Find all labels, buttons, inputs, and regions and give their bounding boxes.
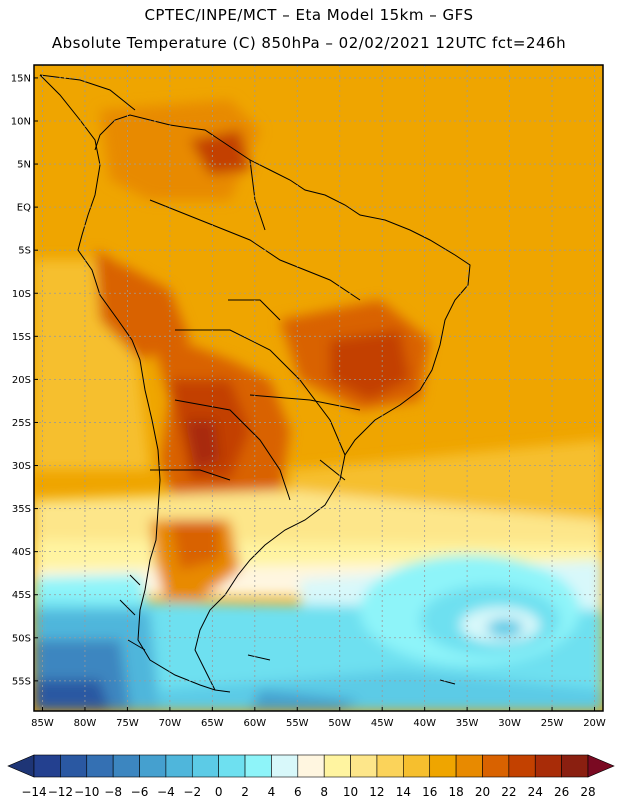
lon-tick-label: 70W bbox=[159, 718, 182, 729]
lat-tick-label: 20S bbox=[12, 375, 31, 386]
lon-tick-label: 80W bbox=[74, 718, 97, 729]
temperature-field bbox=[34, 65, 603, 711]
colorbar-low-cap bbox=[7, 754, 35, 778]
colorbar-label: 6 bbox=[294, 785, 302, 799]
colorbar-label: 12 bbox=[369, 785, 384, 799]
colorbar-label: 10 bbox=[343, 785, 358, 799]
colorbar-label: −8 bbox=[104, 785, 122, 799]
colorbar-label: 20 bbox=[475, 785, 490, 799]
chart-title-line1: CPTEC/INPE/MCT – Eta Model 15km – GFS bbox=[144, 6, 474, 24]
colorbar-swatch bbox=[376, 754, 404, 778]
colorbar-labels: −14 −12 −10 −8 −6 −4 −2 0 2 4 6 8 10 12 14 16 18 20 22 24 26… bbox=[21, 785, 595, 799]
lat-tick-label: 55S bbox=[12, 676, 31, 687]
colorbar-label: 0 bbox=[215, 785, 223, 799]
colorbar-swatch bbox=[218, 754, 246, 778]
colorbar-label: −2 bbox=[183, 785, 201, 799]
colorbar-label: 16 bbox=[422, 785, 437, 799]
colorbar-label: 22 bbox=[501, 785, 516, 799]
colorbar-label: −4 bbox=[157, 785, 175, 799]
colorbar-swatch bbox=[561, 754, 589, 778]
lon-tick-label: 65W bbox=[201, 718, 224, 729]
colorbar-swatch bbox=[297, 754, 325, 778]
longitude-labels: 85W 80W 75W 70W 65W 60W 55W 50W 45W 40W 35W 30W 25W 2… bbox=[31, 707, 606, 729]
lat-tick-label: 5S bbox=[18, 246, 31, 257]
colorbar-swatch bbox=[403, 754, 431, 778]
lat-tick-label: 25S bbox=[12, 418, 31, 429]
lat-tick-label: 50S bbox=[12, 633, 31, 644]
colorbar-label: 8 bbox=[320, 785, 328, 799]
lon-tick-label: 55W bbox=[286, 718, 309, 729]
colorbar-swatch bbox=[244, 754, 272, 778]
lat-tick-label: 35S bbox=[12, 504, 31, 515]
colorbar-label: 14 bbox=[396, 785, 411, 799]
lon-tick-label: 30W bbox=[498, 718, 521, 729]
map-frame bbox=[33, 64, 604, 712]
lat-tick-label: 40S bbox=[12, 547, 31, 558]
colorbar-swatch bbox=[165, 754, 193, 778]
lon-tick-label: 50W bbox=[328, 718, 351, 729]
lon-tick-label: 35W bbox=[456, 718, 479, 729]
colorbar-swatch bbox=[112, 754, 140, 778]
lat-tick-label: 10S bbox=[12, 289, 31, 300]
lon-tick-label: 85W bbox=[31, 718, 54, 729]
colorbar-high-cap bbox=[587, 754, 615, 778]
colorbar-swatch bbox=[455, 754, 483, 778]
lat-tick-label: 45S bbox=[12, 590, 31, 601]
lon-tick-label: 25W bbox=[541, 718, 564, 729]
colorbar-swatch bbox=[86, 754, 114, 778]
colorbar bbox=[7, 754, 615, 778]
lon-tick-label: 45W bbox=[371, 718, 394, 729]
chart-title-line2: Absolute Temperature (C) 850hPa – 02/02/… bbox=[51, 34, 567, 52]
colorbar-label: 18 bbox=[448, 785, 463, 799]
colorbar-label: 28 bbox=[580, 785, 595, 799]
colorbar-label: 2 bbox=[241, 785, 249, 799]
colorbar-swatch bbox=[534, 754, 562, 778]
colorbar-label: 26 bbox=[554, 785, 569, 799]
colorbar-swatch bbox=[33, 754, 61, 778]
lat-tick-label: EQ bbox=[17, 203, 31, 214]
colorbar-label: 4 bbox=[268, 785, 276, 799]
latitude-labels: 15N 10N 5N EQ 5S 10S 15S 20S 25S 30S 35S 40S 45S 50S 5… bbox=[11, 73, 38, 687]
lon-tick-label: 40W bbox=[413, 718, 436, 729]
colorbar-swatch bbox=[191, 754, 219, 778]
colorbar-label: 24 bbox=[528, 785, 543, 799]
colorbar-swatch bbox=[271, 754, 299, 778]
colorbar-swatch bbox=[429, 754, 457, 778]
lat-tick-label: 15S bbox=[12, 332, 31, 343]
lon-tick-label: 75W bbox=[116, 718, 139, 729]
lat-tick-label: 5N bbox=[17, 160, 31, 171]
lat-tick-label: 30S bbox=[12, 461, 31, 472]
colorbar-swatch bbox=[323, 754, 351, 778]
colorbar-label: −6 bbox=[131, 785, 149, 799]
colorbar-swatch bbox=[60, 754, 88, 778]
colorbar-label: −10 bbox=[74, 785, 99, 799]
colorbar-swatch bbox=[139, 754, 167, 778]
lon-tick-label: 20W bbox=[583, 718, 606, 729]
colorbar-swatch bbox=[350, 754, 378, 778]
colorbar-swatch bbox=[482, 754, 510, 778]
lon-tick-label: 60W bbox=[243, 718, 266, 729]
colorbar-label: −12 bbox=[48, 785, 73, 799]
lat-tick-label: 10N bbox=[11, 116, 31, 127]
colorbar-label: −14 bbox=[21, 785, 46, 799]
lat-tick-label: 15N bbox=[11, 73, 31, 84]
colorbar-swatch bbox=[508, 754, 536, 778]
